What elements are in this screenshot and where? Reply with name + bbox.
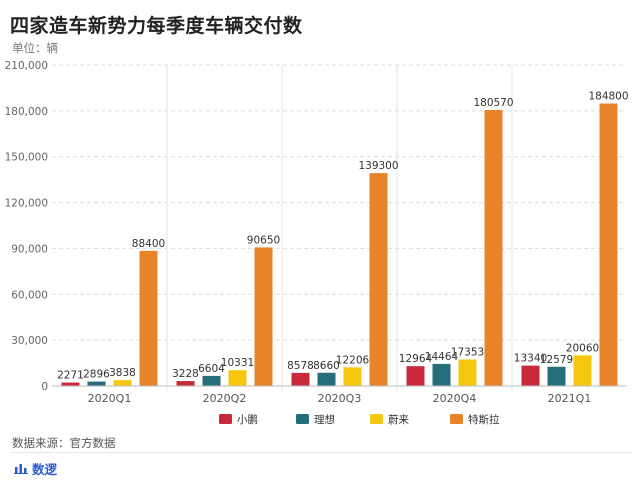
x-tick-label: 2020Q1: [88, 392, 132, 405]
bar-chart-icon: [14, 464, 28, 474]
bar-2020Q4-2: [458, 359, 477, 386]
chart-title: 四家造车新势力每季度车辆交付数: [10, 15, 303, 37]
x-tick-label: 2021Q1: [548, 392, 592, 405]
bar-2020Q1-2: [113, 380, 132, 386]
data-label: 13340: [514, 353, 547, 365]
legend-swatch: [450, 414, 463, 424]
brand-name: 数逻: [32, 461, 58, 477]
bar-2020Q3-2: [343, 367, 362, 386]
bar-2020Q2-1: [202, 375, 221, 386]
footer-divider: [10, 452, 631, 453]
y-tick-label: 60,000: [11, 289, 48, 301]
bar-2020Q1-0: [61, 382, 80, 386]
data-source: 数据来源：官方数据: [12, 436, 116, 450]
bar-2020Q2-3: [254, 247, 273, 386]
y-tick-label: 210,000: [5, 60, 48, 72]
y-tick-label: 30,000: [11, 335, 48, 347]
data-label: 90650: [247, 234, 280, 246]
bar-2021Q1-1: [547, 366, 566, 386]
brand-logo: 数逻: [14, 460, 58, 477]
data-label: 3838: [109, 367, 136, 379]
bar-2021Q1-0: [521, 365, 540, 386]
x-tick-label: 2020Q4: [433, 392, 477, 405]
data-label: 3228: [172, 368, 199, 380]
x-tick-label: 2020Q2: [203, 392, 247, 405]
data-label: 17353: [451, 346, 484, 358]
legend-label: 特斯拉: [468, 413, 500, 426]
data-label: 14464: [425, 351, 459, 363]
data-label: 184800: [588, 91, 628, 103]
x-tick-label: 2020Q3: [318, 392, 362, 405]
data-label: 2271: [57, 370, 84, 382]
bar-2020Q4-3: [484, 109, 503, 387]
y-tick-label: 0: [41, 381, 48, 393]
data-label: 12206: [336, 354, 370, 366]
data-label: 12964: [399, 353, 433, 365]
bar-2020Q2-0: [176, 381, 195, 386]
bar-2021Q1-2: [573, 355, 592, 386]
y-tick-label: 150,000: [5, 152, 48, 164]
legend-label: 蔚来: [388, 414, 409, 426]
legend-label: 小鹏: [237, 413, 258, 426]
data-label: 180570: [473, 97, 513, 109]
bar-2020Q3-3: [369, 173, 388, 386]
y-tick-label: 120,000: [5, 198, 48, 210]
unit-label: 单位：辆: [12, 41, 58, 55]
bar-2020Q2-2: [228, 370, 247, 386]
y-tick-label: 180,000: [5, 106, 48, 118]
legend-swatch: [370, 414, 383, 424]
data-label: 8578: [287, 360, 314, 372]
data-label: 2896: [83, 369, 110, 381]
bar-2020Q1-1: [87, 381, 106, 386]
bar-2020Q1-3: [139, 250, 158, 386]
y-tick-label: 90,000: [11, 243, 48, 255]
data-label: 20060: [566, 342, 599, 354]
bar-2020Q3-0: [291, 372, 310, 386]
legend-swatch: [219, 414, 232, 424]
bar-2021Q1-3: [599, 103, 618, 387]
legend-label: 理想: [314, 413, 335, 426]
bar-2020Q3-1: [317, 372, 336, 386]
data-label: 139300: [358, 160, 398, 172]
data-label: 8660: [313, 360, 340, 372]
bar-2020Q4-0: [406, 366, 425, 386]
bar-chart: 0 30,000 60,000 90,000 120,000 150,000 180,000…: [5, 60, 629, 426]
data-label: 6604: [198, 363, 225, 375]
data-label: 88400: [132, 238, 165, 250]
data-label: 10331: [221, 357, 254, 369]
bar-2020Q4-1: [432, 363, 451, 386]
data-label: 12579: [540, 354, 573, 366]
legend-swatch: [296, 414, 309, 424]
